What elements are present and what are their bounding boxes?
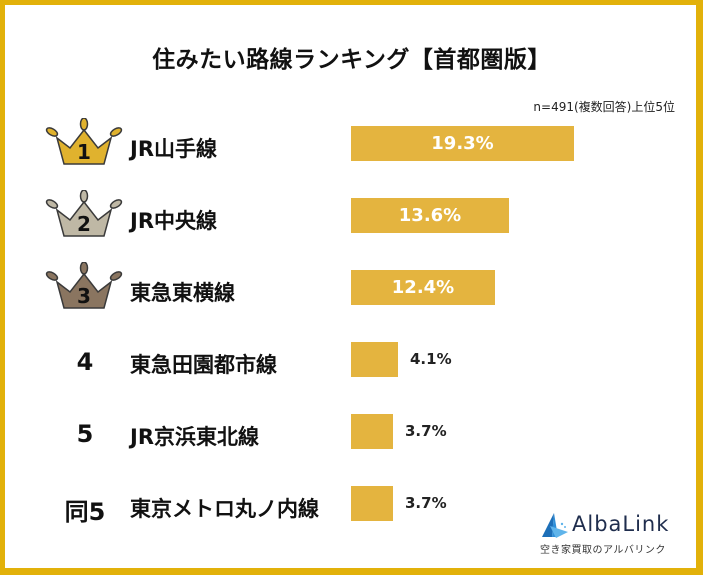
value-bar: 12.4% — [351, 270, 495, 305]
value-bar — [351, 414, 393, 449]
rank-number: 1 — [77, 140, 91, 164]
logo-name: AlbaLink — [572, 512, 670, 536]
line-label: JR京浜東北線 — [130, 425, 259, 449]
value-bar: 13.6% — [351, 198, 509, 233]
value-label: 4.1% — [410, 350, 452, 368]
line-label: JR中央線 — [130, 209, 217, 233]
line-label: 東急東横線 — [130, 281, 235, 305]
ranking-row-3: 3 東急東横線 12.4% — [0, 261, 703, 314]
rank-number: 5 — [76, 420, 94, 448]
silver-crown-icon: 2 — [42, 189, 126, 246]
line-label: JR山手線 — [130, 137, 217, 161]
line-label: 東京メトロ丸ノ内線 — [130, 497, 319, 521]
ranking-row-1: 1 JR山手線 19.3% — [0, 117, 703, 170]
gold-crown-icon: 1 — [42, 117, 126, 174]
value-label: 13.6% — [398, 205, 462, 226]
bronze-crown-icon: 3 — [42, 261, 126, 318]
albalink-mountain-icon — [542, 513, 568, 538]
ranking-row-2: 2 JR中央線 13.6% — [0, 189, 703, 242]
value-label: 3.7% — [405, 494, 447, 512]
rank-number: 同5 — [64, 498, 106, 526]
value-bar: 19.3% — [351, 126, 574, 161]
logo-tagline: 空き家買取のアルバリンク — [540, 545, 666, 556]
rank-number: 3 — [77, 284, 91, 308]
chart-title: 住みたい路線ランキング【首都圏版】 — [152, 47, 551, 73]
ranking-row-4: 4 東急田園都市線 4.1% — [0, 340, 703, 386]
value-label: 3.7% — [405, 422, 447, 440]
value-label: 19.3% — [431, 133, 494, 154]
line-label: 東急田園都市線 — [130, 353, 277, 377]
sample-note: n=491(複数回答)上位5位 — [533, 100, 675, 114]
value-bar — [351, 342, 398, 377]
rank-number: 2 — [77, 212, 91, 236]
value-bar — [351, 486, 393, 521]
ranking-row-6: 同5 東京メトロ丸ノ内線 3.7% — [0, 484, 703, 530]
rank-number: 4 — [76, 348, 94, 376]
value-label: 12.4% — [391, 277, 455, 298]
albalink-logo: AlbaLink 空き家買取のアルバリンク — [538, 510, 688, 560]
ranking-row-5: 5 JR京浜東北線 3.7% — [0, 412, 703, 458]
